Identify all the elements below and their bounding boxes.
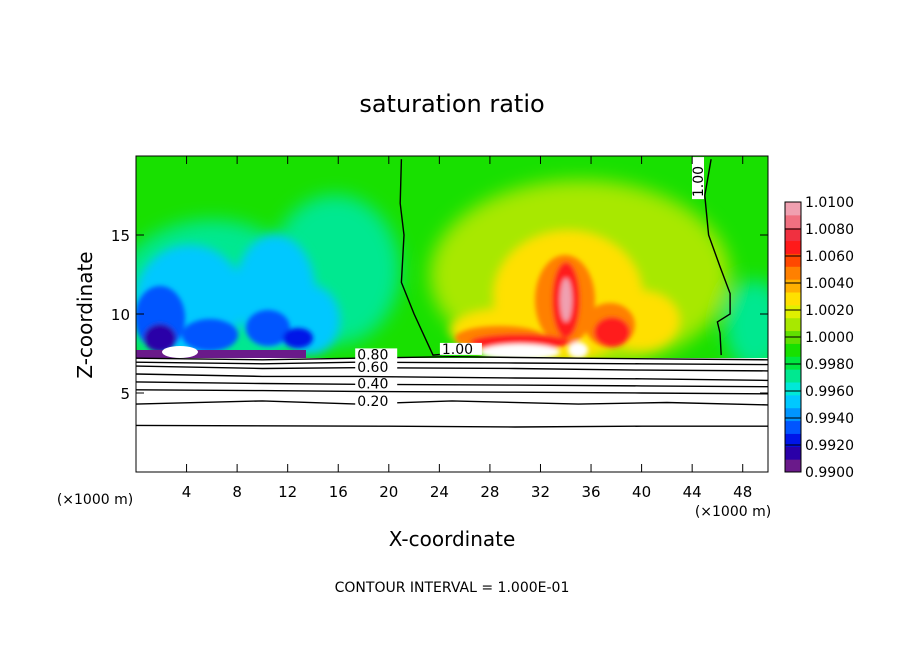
colorbar-swatch — [785, 446, 801, 460]
contour-label: 0.40 — [357, 377, 388, 393]
x-tick-label: 8 — [232, 483, 242, 501]
contour-label: 1.00 — [691, 166, 707, 197]
colorbar-swatch — [785, 382, 801, 396]
colorbar-swatch — [785, 420, 801, 434]
colorbar-swatch — [785, 214, 801, 229]
x-axis-label: X-coordinate — [389, 527, 516, 551]
contour-line — [136, 355, 768, 361]
colorbar-label: 0.9940 — [805, 411, 854, 427]
colorbar-label: 1.0100 — [805, 195, 854, 211]
colorbar-label: 1.0040 — [805, 276, 854, 292]
colorbar-label: 0.9960 — [805, 384, 854, 400]
colorbar-swatch — [785, 227, 801, 242]
colorbar-swatch — [785, 459, 801, 473]
contour-line — [136, 424, 768, 428]
colorbar-label: 0.9900 — [805, 465, 854, 481]
x-tick-label: 40 — [632, 483, 651, 501]
contour-line — [136, 389, 768, 395]
colorbar-swatch — [785, 407, 801, 422]
colorbar-label: 1.0020 — [805, 303, 854, 319]
contour-line — [136, 373, 768, 382]
x-tick-label: 24 — [430, 483, 449, 501]
contour-label: 1.00 — [442, 342, 473, 358]
x-tick-label: 4 — [182, 483, 192, 501]
contour-line — [704, 159, 731, 356]
x-tick-label: 44 — [683, 483, 702, 501]
colorbar-swatch — [785, 369, 801, 383]
colorbar-swatch — [785, 279, 801, 293]
x-tick-label: 36 — [581, 483, 600, 501]
colorbar-label: 0.9980 — [805, 357, 854, 373]
contour-line — [136, 381, 768, 388]
contour-line — [136, 365, 768, 372]
colorbar-swatch — [785, 394, 801, 409]
colorbar-label: 1.0080 — [805, 222, 854, 238]
x-tick-label: 12 — [278, 483, 297, 501]
colorbar-swatch — [785, 240, 801, 254]
colorbar-swatch — [785, 317, 801, 332]
contour-label: 0.20 — [357, 394, 388, 410]
y-tick-label: 10 — [111, 306, 130, 324]
colorbar-swatch — [785, 292, 801, 306]
x-unit-label-right: (×1000 m) — [695, 504, 771, 520]
x-tick-label: 28 — [480, 483, 499, 501]
colorbar-swatch — [785, 343, 801, 357]
chart-title: saturation ratio — [359, 90, 544, 118]
y-axis-label: Z-coordinate — [73, 251, 97, 378]
colorbar-swatch — [785, 202, 801, 216]
contour-line — [136, 361, 768, 366]
contour-interval-footer: CONTOUR INTERVAL = 1.000E-01 — [335, 580, 570, 596]
y-tick-label: 15 — [111, 227, 130, 245]
x-tick-label: 32 — [531, 483, 550, 501]
colorbar-swatch — [785, 253, 801, 267]
colorbar-swatch — [785, 304, 801, 319]
colorbar: 1.0100 1.0080 1.0060 1.0040 1.0020 1.0000 0.99… — [784, 195, 854, 481]
x-unit-label-left: (×1000 m) — [57, 492, 133, 508]
heatmap-field: 1.00 1.00 0.800.600.400.20 — [136, 156, 768, 472]
colorbar-swatch — [785, 433, 801, 447]
x-tick-label: 16 — [329, 483, 348, 501]
colorbar-swatch — [785, 356, 801, 370]
contour-label: 0.60 — [357, 360, 388, 376]
colorbar-swatch — [785, 266, 801, 280]
x-tick-label: 48 — [733, 483, 752, 501]
colorbar-label: 1.0000 — [805, 330, 854, 346]
y-tick-label: 5 — [120, 385, 130, 403]
x-tick-label: 20 — [379, 483, 398, 501]
colorbar-label: 0.9920 — [805, 438, 854, 454]
colorbar-label: 1.0060 — [805, 249, 854, 265]
contour-line — [136, 400, 768, 406]
contour-label: 0.80 — [357, 347, 388, 363]
